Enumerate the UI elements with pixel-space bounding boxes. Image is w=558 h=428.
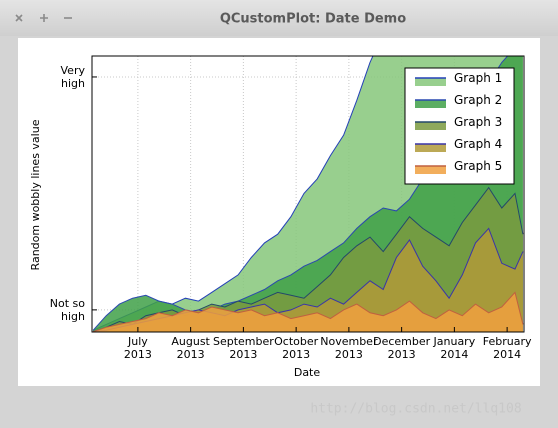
- watermark: http://blog.csdn.net/llq108: [310, 402, 521, 417]
- legend-label: Graph 3: [454, 115, 502, 129]
- legend-label: Graph 5: [454, 159, 502, 173]
- maximize-button[interactable]: [40, 14, 48, 22]
- legend-label: Graph 1: [454, 71, 502, 85]
- series-area: [93, 292, 523, 332]
- x-tick-label: December 2013: [373, 335, 431, 361]
- legend-swatch: [415, 144, 446, 152]
- x-axis-label: Date: [294, 366, 321, 379]
- x-tick-label: July 2013: [124, 335, 152, 361]
- legend-swatch: [415, 100, 446, 108]
- window-title: QCustomPlot: Date Demo: [220, 12, 406, 27]
- x-tick-label: October 2013: [274, 335, 318, 361]
- series-line: [92, 291, 524, 332]
- x-tick-label: November 2013: [320, 335, 378, 361]
- legend-swatch: [415, 166, 446, 174]
- x-tick-label: August 2013: [171, 335, 210, 361]
- window-buttons: [15, 14, 72, 22]
- x-tick-label: January 2014: [433, 335, 476, 361]
- title-bar: [0, 0, 558, 36]
- y-axis-label: Random wobbly lines value: [29, 119, 42, 270]
- legend-label: Graph 2: [454, 93, 502, 107]
- axis-frame: [91, 55, 525, 333]
- y-tick-label: Not so high: [50, 297, 85, 323]
- legend-swatch: [415, 122, 446, 130]
- legend-label: Graph 4: [454, 137, 502, 151]
- series-line: [92, 186, 524, 332]
- x-tick-label: February 2014: [483, 335, 532, 361]
- x-tick-label: September 2013: [213, 335, 274, 361]
- y-tick-label: Very high: [61, 64, 86, 90]
- close-button[interactable]: [15, 14, 23, 22]
- legend-swatch: [415, 78, 446, 86]
